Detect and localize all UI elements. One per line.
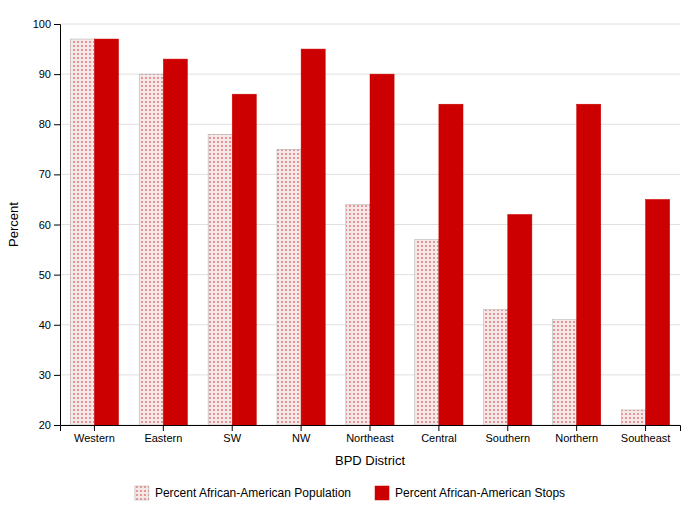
x-axis-title: BPD District xyxy=(335,453,405,468)
legend-swatch xyxy=(135,486,149,500)
bar xyxy=(70,39,94,425)
legend-item: Percent African-American Population xyxy=(135,486,351,500)
x-tick-label: Southern xyxy=(485,432,530,444)
y-tick: 90 xyxy=(39,68,60,80)
y-tick-label: 60 xyxy=(39,219,51,231)
y-tick-label: 100 xyxy=(33,18,51,30)
x-tick: Northern xyxy=(555,425,598,444)
y-tick: 60 xyxy=(39,219,60,231)
y-axis-line xyxy=(54,25,61,426)
y-tick-mark xyxy=(54,275,60,276)
x-tick-label: Northeast xyxy=(346,432,394,444)
x-tick: Northeast xyxy=(346,425,394,444)
x-tick: NW xyxy=(292,425,311,444)
y-tick: 30 xyxy=(39,369,60,381)
y-tick-label: 80 xyxy=(39,118,51,130)
y-axis: 20 30 40 50 60 70 80 90 100 xyxy=(33,18,61,431)
y-tick: 40 xyxy=(39,319,60,331)
y-tick-label: 40 xyxy=(39,319,51,331)
x-tick-label: Central xyxy=(421,432,456,444)
x-tick: Central xyxy=(421,425,456,444)
y-tick-label: 70 xyxy=(39,168,51,180)
x-tick-label: Northern xyxy=(555,432,598,444)
x-tick-label: NW xyxy=(292,432,311,444)
bar xyxy=(208,134,232,425)
x-tick-label: Southeast xyxy=(621,432,671,444)
bar xyxy=(277,149,301,425)
bar xyxy=(139,74,163,425)
bar xyxy=(508,214,532,425)
y-tick-label: 90 xyxy=(39,68,51,80)
x-tick-mark xyxy=(370,425,371,431)
bar xyxy=(346,204,370,425)
y-tick: 50 xyxy=(39,269,60,281)
bar xyxy=(370,74,394,425)
legend-label: Percent African-American Population xyxy=(155,486,351,500)
y-tick: 100 xyxy=(33,18,60,30)
x-tick-mark xyxy=(645,425,646,431)
y-tick-mark xyxy=(54,74,60,75)
plot: 20 30 40 50 60 70 80 90 100 Western Eastern SW NW Nor… xyxy=(33,18,681,444)
bar xyxy=(232,94,256,425)
y-tick-label: 30 xyxy=(39,369,51,381)
bar xyxy=(163,59,187,425)
x-axis-line xyxy=(61,426,681,432)
x-tick-mark xyxy=(507,425,508,431)
grid xyxy=(60,24,680,425)
x-tick-label: Eastern xyxy=(144,432,182,444)
y-tick: 70 xyxy=(39,168,60,180)
legend-item: Percent African-American Stops xyxy=(375,486,565,500)
bar xyxy=(439,104,463,425)
x-axis: Western Eastern SW NW Northeast Central Southe… xyxy=(61,425,681,444)
bar xyxy=(646,199,670,425)
bar xyxy=(553,320,577,425)
bar xyxy=(301,49,325,425)
y-tick-mark xyxy=(54,325,60,326)
x-tick: Eastern xyxy=(144,425,182,444)
legend: Percent African-American Population Perce… xyxy=(135,486,565,500)
x-tick-mark xyxy=(576,425,577,431)
bar xyxy=(94,39,118,425)
x-tick: Southeast xyxy=(621,425,671,444)
bars xyxy=(70,39,669,425)
y-tick: 80 xyxy=(39,118,60,130)
chart: 20 30 40 50 60 70 80 90 100 Western Eastern SW NW Nor… xyxy=(0,0,700,525)
bar xyxy=(415,240,439,425)
y-tick-mark xyxy=(54,174,60,175)
legend-swatch xyxy=(375,486,389,500)
bar xyxy=(621,410,645,425)
x-tick: Southern xyxy=(485,425,530,444)
x-tick-label: Western xyxy=(74,432,115,444)
y-tick-mark xyxy=(54,24,60,25)
y-tick-label: 20 xyxy=(39,419,51,431)
y-axis-title: Percent xyxy=(6,202,21,247)
y-tick-label: 50 xyxy=(39,269,51,281)
legend-label: Percent African-American Stops xyxy=(395,486,565,500)
x-tick-mark xyxy=(94,425,95,431)
y-tick-mark xyxy=(54,225,60,226)
x-tick: SW xyxy=(223,425,241,444)
x-tick-label: SW xyxy=(223,432,241,444)
x-tick-mark xyxy=(301,425,302,431)
x-tick-mark xyxy=(232,425,233,431)
x-tick-mark xyxy=(438,425,439,431)
y-tick-mark xyxy=(54,425,60,426)
bar xyxy=(484,310,508,425)
y-tick-mark xyxy=(54,375,60,376)
bar xyxy=(577,104,601,425)
x-tick-mark xyxy=(163,425,164,431)
y-tick: 20 xyxy=(39,419,60,431)
y-tick-mark xyxy=(54,124,60,125)
x-tick: Western xyxy=(74,425,115,444)
grid-line xyxy=(60,24,680,25)
